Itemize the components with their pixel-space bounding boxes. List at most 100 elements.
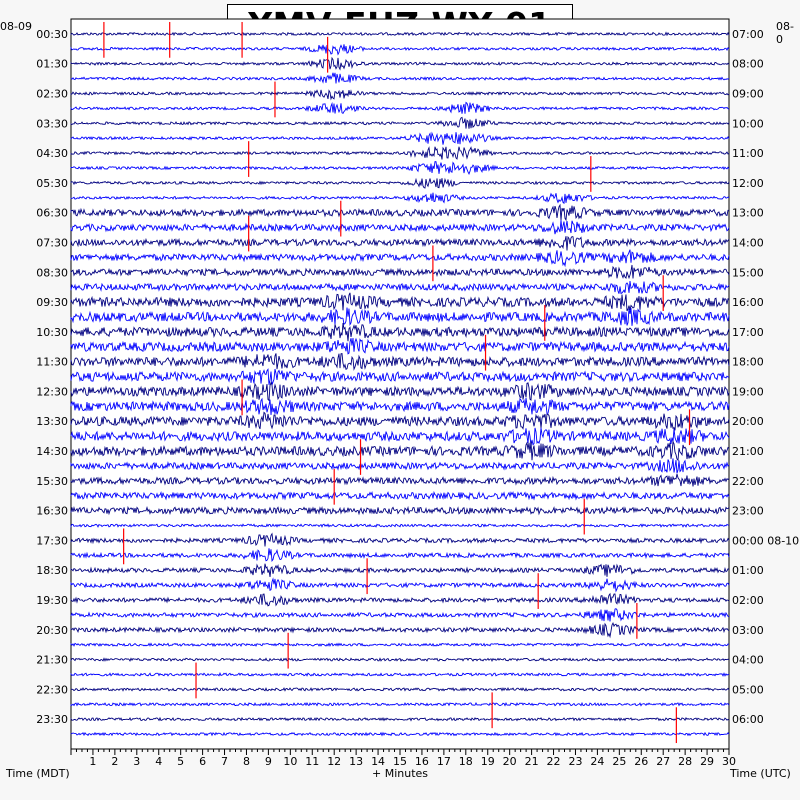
right-time-label: 02:00 — [732, 594, 764, 607]
x-tick-label: 5 — [177, 755, 184, 768]
trace-row-45 — [70, 687, 730, 692]
x-tick-label: 21 — [525, 755, 539, 768]
right-time-label: 09:00 — [732, 87, 764, 100]
end-date-label: 08-0 — [776, 20, 794, 46]
trace-row-34 — [70, 523, 730, 528]
x-tick-label: 16 — [415, 755, 429, 768]
x-tick-label: 30 — [722, 755, 736, 768]
left-time-label: 16:30 — [36, 505, 68, 518]
trace-row-26 — [70, 397, 730, 415]
trace-row-41 — [70, 621, 730, 639]
trace-row-36 — [70, 548, 730, 562]
trace-row-35 — [70, 532, 730, 547]
trace-row-7 — [70, 116, 730, 129]
x-tick-label: 26 — [634, 755, 648, 768]
x-tick-label: 27 — [656, 755, 670, 768]
right-time-label: 03:00 — [732, 624, 764, 637]
trace-row-6 — [70, 101, 730, 115]
x-tick-label: 29 — [700, 755, 714, 768]
x-tick-label: 1 — [89, 755, 96, 768]
trace-row-47 — [70, 716, 730, 722]
trace-row-42 — [70, 642, 730, 648]
right-time-label: 11:00 — [732, 147, 764, 160]
trace-row-22 — [70, 337, 730, 355]
x-tick-label: 7 — [221, 755, 228, 768]
x-tick-label: 23 — [568, 755, 582, 768]
right-time-label: 15:00 — [732, 266, 764, 279]
right-time-label: 16:00 — [732, 296, 764, 309]
x-tick-label: 9 — [265, 755, 272, 768]
right-time-label: 06:00 — [732, 713, 764, 726]
right-time-label: 04:00 — [732, 654, 764, 667]
x-tick-label: 8 — [243, 755, 250, 768]
trace-row-27 — [70, 411, 730, 431]
trace-row-21 — [70, 322, 730, 342]
trace-row-30 — [70, 458, 730, 474]
right-time-label: 00:00 08-10 — [732, 534, 799, 547]
left-time-label: 01:30 — [36, 58, 68, 71]
left-time-label: 09:30 — [36, 296, 68, 309]
left-time-label: 17:30 — [36, 534, 68, 547]
right-time-label: 20:00 — [732, 415, 764, 428]
x-tick-label: 24 — [590, 755, 604, 768]
trace-row-5 — [70, 89, 730, 101]
left-time-label: 15:30 — [36, 475, 68, 488]
trace-row-23 — [70, 352, 730, 371]
trace-row-32 — [70, 490, 730, 501]
x-tick-label: 11 — [305, 755, 319, 768]
trace-row-9 — [70, 146, 730, 160]
trace-row-29 — [70, 440, 730, 462]
left-time-label: 13:30 — [36, 415, 68, 428]
x-tick-label: 3 — [133, 755, 140, 768]
left-time-label: 10:30 — [36, 326, 68, 339]
left-time-label: 08:30 — [36, 266, 68, 279]
right-axis-title: Time (UTC) — [730, 767, 791, 780]
trace-row-46 — [70, 701, 730, 707]
right-time-label: 21:00 — [732, 445, 764, 458]
x-tick-label: 13 — [349, 755, 363, 768]
right-time-label: 08:00 — [732, 58, 764, 71]
start-date-label: 08-09 — [0, 20, 32, 33]
x-tick-label: 22 — [547, 755, 561, 768]
right-time-label: 07:00 — [732, 28, 764, 41]
trace-row-43 — [70, 657, 730, 662]
trace-row-8 — [70, 131, 730, 145]
trace-row-1 — [70, 31, 730, 37]
right-time-label: 23:00 — [732, 505, 764, 518]
trace-row-40 — [70, 608, 730, 622]
trace-row-16 — [70, 249, 730, 268]
trace-row-31 — [70, 473, 730, 487]
x-tick-label: 14 — [371, 755, 385, 768]
trace-row-15 — [70, 235, 730, 251]
x-tick-label: 12 — [327, 755, 341, 768]
trace-row-37 — [70, 563, 730, 578]
right-time-label: 05:00 — [732, 683, 764, 696]
left-time-label: 06:30 — [36, 207, 68, 220]
trace-row-14 — [70, 219, 730, 235]
x-tick-label: 17 — [437, 755, 451, 768]
left-time-label: 18:30 — [36, 564, 68, 577]
trace-row-28 — [70, 427, 730, 446]
right-time-label: 10:00 — [732, 117, 764, 130]
trace-row-44 — [70, 672, 730, 677]
plot-frame — [70, 18, 730, 750]
left-time-label: 12:30 — [36, 385, 68, 398]
trace-row-24 — [70, 368, 729, 385]
left-time-label: 23:30 — [36, 713, 68, 726]
left-time-label: 11:30 — [36, 356, 68, 369]
left-axis-title: Time (MDT) — [6, 767, 70, 780]
trace-row-13 — [70, 203, 729, 222]
x-tick-label: 20 — [503, 755, 517, 768]
x-tick-label: 10 — [283, 755, 297, 768]
right-time-label: 14:00 — [732, 236, 764, 249]
trace-row-25 — [70, 381, 730, 402]
left-time-label: 20:30 — [36, 624, 68, 637]
right-time-label: 12:00 — [732, 177, 764, 190]
left-time-label: 05:30 — [36, 177, 68, 190]
left-time-label: 21:30 — [36, 654, 68, 667]
left-time-label: 04:30 — [36, 147, 68, 160]
trace-row-11 — [70, 177, 730, 189]
right-time-label: 17:00 — [732, 326, 764, 339]
